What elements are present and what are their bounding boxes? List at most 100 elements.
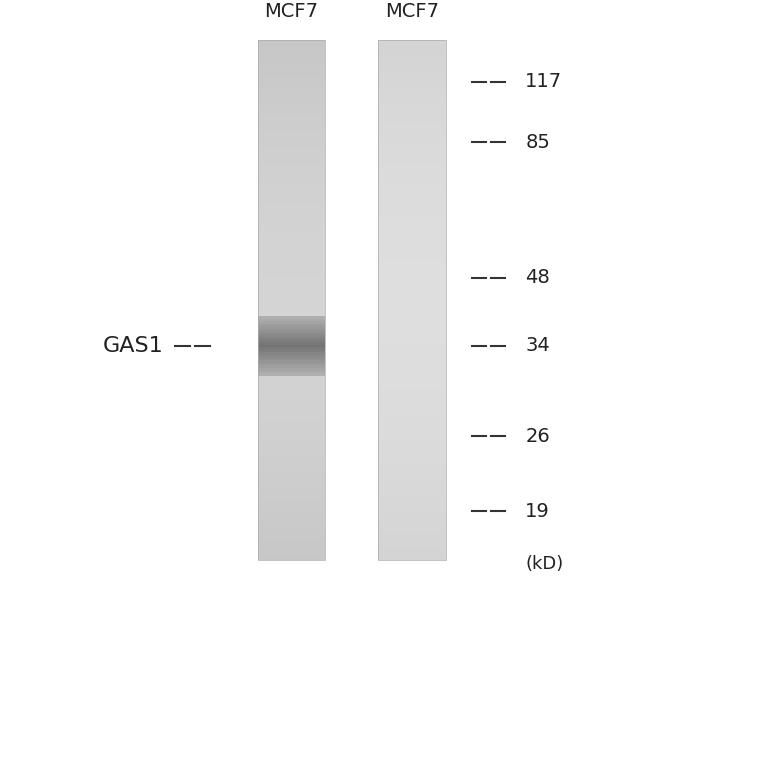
Bar — [378, 426, 446, 428]
Bar — [257, 428, 325, 430]
Bar — [378, 321, 446, 324]
Bar — [257, 72, 325, 74]
Bar — [257, 246, 325, 248]
Text: 34: 34 — [525, 336, 550, 355]
Bar — [378, 168, 446, 170]
Bar — [257, 339, 325, 342]
Bar — [378, 402, 446, 404]
Bar — [378, 474, 446, 478]
Bar — [257, 552, 325, 555]
Bar — [257, 300, 325, 303]
Bar — [257, 50, 325, 53]
Bar — [378, 259, 446, 261]
Bar — [257, 482, 325, 485]
Bar — [378, 467, 446, 469]
Bar — [257, 498, 325, 500]
Bar — [257, 251, 325, 254]
Bar — [257, 202, 325, 204]
Bar — [378, 246, 446, 248]
Bar — [257, 147, 325, 150]
Bar — [378, 298, 446, 300]
Bar — [257, 478, 325, 480]
Bar — [257, 397, 325, 400]
Bar — [378, 194, 446, 196]
Bar — [257, 126, 325, 129]
Bar — [257, 500, 325, 503]
Bar — [257, 342, 325, 345]
Bar — [257, 76, 325, 79]
Bar — [257, 306, 325, 308]
Bar — [378, 157, 446, 160]
Bar — [378, 95, 446, 98]
Bar — [257, 63, 325, 66]
Bar — [257, 53, 325, 56]
Text: MCF7: MCF7 — [264, 2, 319, 21]
Bar — [378, 251, 446, 254]
Bar — [257, 371, 325, 374]
Bar — [257, 243, 325, 246]
Bar — [378, 105, 446, 108]
Bar — [257, 282, 325, 285]
Bar — [378, 461, 446, 465]
Bar — [257, 391, 325, 394]
Bar — [378, 511, 446, 513]
Bar — [378, 535, 446, 537]
Bar — [257, 100, 325, 102]
Bar — [378, 316, 446, 319]
Bar — [257, 181, 325, 183]
Bar — [257, 430, 325, 433]
Bar — [257, 308, 325, 311]
Bar — [257, 277, 325, 280]
Bar — [257, 116, 325, 118]
Bar — [257, 215, 325, 217]
Bar — [378, 165, 446, 168]
Bar — [378, 422, 446, 426]
Bar — [378, 256, 446, 259]
Bar — [378, 456, 446, 459]
Bar — [257, 160, 325, 163]
Bar — [257, 446, 325, 448]
Bar — [378, 407, 446, 410]
Bar — [257, 196, 325, 199]
Bar — [378, 108, 446, 111]
Bar — [378, 272, 446, 274]
Bar — [257, 532, 325, 535]
Bar — [257, 290, 325, 293]
Bar — [378, 116, 446, 118]
Bar — [378, 381, 446, 384]
Bar — [257, 506, 325, 509]
Text: (kD): (kD) — [525, 555, 564, 573]
Bar — [378, 360, 446, 363]
Bar — [378, 235, 446, 238]
Bar — [257, 433, 325, 435]
Bar — [378, 415, 446, 417]
Bar — [378, 506, 446, 509]
Bar — [257, 191, 325, 194]
Bar — [378, 76, 446, 79]
Bar — [378, 118, 446, 121]
Bar — [257, 121, 325, 124]
Bar — [257, 186, 325, 189]
Bar — [257, 368, 325, 371]
Bar — [257, 40, 325, 561]
Bar — [378, 430, 446, 433]
Bar — [378, 277, 446, 280]
Bar — [257, 87, 325, 89]
Bar — [257, 519, 325, 522]
Bar — [257, 40, 325, 43]
Bar — [378, 368, 446, 371]
Bar — [257, 295, 325, 298]
Bar — [257, 124, 325, 126]
Bar — [257, 326, 325, 329]
Bar — [378, 134, 446, 137]
Bar — [257, 526, 325, 529]
Bar — [257, 474, 325, 478]
Bar — [378, 439, 446, 441]
Bar — [257, 269, 325, 272]
Bar — [257, 168, 325, 170]
Bar — [378, 160, 446, 163]
Bar — [378, 410, 446, 413]
Bar — [257, 316, 325, 319]
Bar — [378, 282, 446, 285]
Bar — [378, 485, 446, 487]
